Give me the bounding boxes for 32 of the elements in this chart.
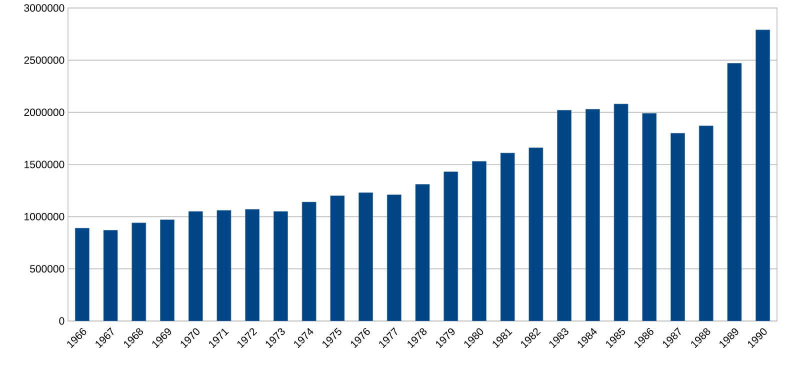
y-tick-label: 1000000 <box>24 212 64 220</box>
bar <box>160 220 174 321</box>
bar <box>358 192 373 321</box>
bar <box>386 194 402 321</box>
bar <box>444 172 458 321</box>
bar <box>585 109 600 321</box>
bar <box>274 211 288 321</box>
y-tick-label: 500000 <box>30 265 64 273</box>
bar <box>670 133 685 321</box>
bar <box>103 230 118 321</box>
bar <box>245 209 260 321</box>
bar <box>727 63 742 321</box>
bar <box>642 113 657 321</box>
bar <box>188 211 203 321</box>
bar <box>756 30 770 321</box>
bar <box>216 210 232 321</box>
bar <box>528 148 544 321</box>
bar <box>698 126 714 321</box>
y-tick-label: 1500000 <box>24 160 64 168</box>
bar <box>330 196 345 321</box>
bar <box>614 104 628 321</box>
y-tick-label: 3000000 <box>24 4 64 12</box>
bar <box>472 161 486 321</box>
bar <box>74 228 90 321</box>
bar <box>302 202 316 321</box>
y-tick-label: 0 <box>59 317 64 325</box>
bar <box>132 222 146 321</box>
bar <box>415 184 430 321</box>
y-tick-label: 2500000 <box>24 56 64 64</box>
bar <box>500 152 515 321</box>
y-tick-label: 2000000 <box>24 108 64 116</box>
bar <box>557 110 572 321</box>
